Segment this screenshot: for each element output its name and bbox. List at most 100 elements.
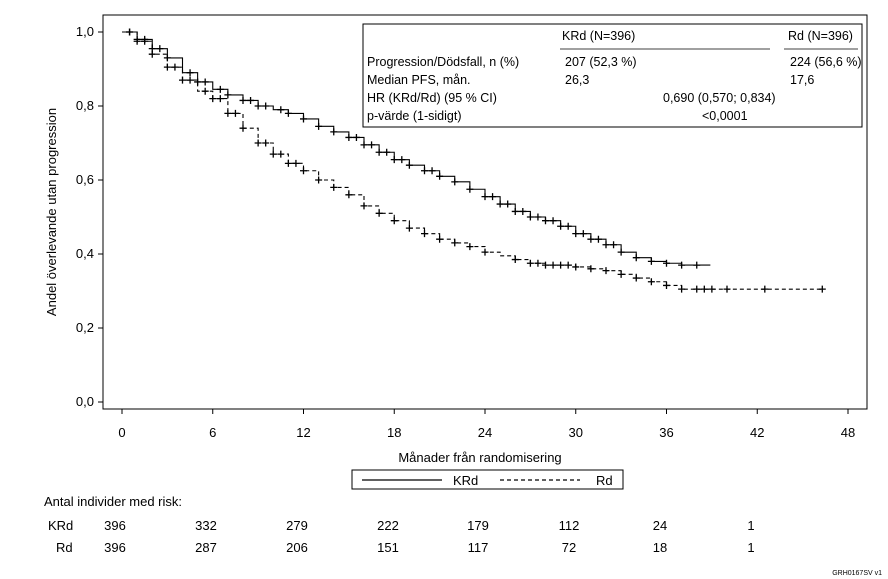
censor-mark-rd	[534, 259, 542, 267]
x-tick-label: 12	[296, 425, 310, 440]
info-row-2-krd: 26,3	[565, 73, 589, 87]
censor-mark-rd	[201, 87, 209, 95]
y-tick-label: 1,0	[76, 24, 94, 39]
censor-mark-krd	[239, 96, 247, 104]
censor-mark-krd	[594, 235, 602, 243]
info-row-3-value: 0,690 (0,570; 0,834)	[663, 91, 776, 105]
censor-mark-krd	[526, 213, 534, 221]
censor-mark-rd	[663, 281, 670, 289]
censor-mark-rd	[209, 95, 217, 103]
censor-mark-rd	[632, 274, 640, 282]
risk-value: 151	[377, 540, 399, 555]
censor-mark-krd	[277, 106, 285, 114]
censor-mark-rd	[678, 285, 686, 293]
risk-value: 1	[747, 540, 755, 555]
censor-mark-rd	[693, 285, 701, 293]
censor-mark-rd	[542, 261, 549, 269]
censor-mark-rd	[421, 230, 428, 238]
censor-mark-rd	[292, 159, 300, 167]
info-row-2-rd: 17,6	[790, 73, 814, 87]
y-axis-label: Andel överlevande utan progression	[44, 108, 59, 316]
risk-value: 179	[467, 518, 489, 533]
risk-value: 72	[561, 540, 577, 555]
censor-mark-krd	[602, 241, 610, 249]
censor-mark-krd	[216, 85, 224, 93]
censor-mark-krd	[254, 102, 262, 110]
censor-mark-krd	[368, 141, 376, 149]
censor-mark-krd	[300, 115, 307, 123]
info-row-1-krd: 207 (52,3 %)	[565, 55, 637, 69]
censor-mark-rd	[126, 28, 134, 36]
info-row-4-label: p-värde (1-sidigt)	[367, 109, 461, 123]
x-axis-label: Månader från randomisering	[398, 450, 561, 465]
censor-mark-rd	[375, 209, 383, 217]
info-row-1-rd: 224 (56,6 %)	[790, 55, 862, 69]
risk-value: 206	[286, 540, 308, 555]
censor-mark-krd	[572, 230, 580, 238]
censor-mark-rd	[360, 202, 368, 210]
censor-mark-krd	[163, 54, 171, 62]
risk-value: 117	[467, 540, 489, 555]
risk-value: 332	[195, 518, 217, 533]
censor-mark-krd	[610, 241, 618, 249]
censor-mark-rd	[224, 109, 232, 117]
info-row-3-label: HR (KRd/Rd) (95 % CI)	[367, 91, 497, 105]
censor-mark-rd	[231, 109, 239, 117]
info-header-rd: Rd (N=396)	[788, 29, 853, 43]
censor-mark-rd	[700, 285, 708, 293]
risk-table-title: Antal individer med risk:	[44, 494, 182, 509]
risk-row-label: Rd	[56, 540, 73, 555]
x-tick-label: 48	[841, 425, 855, 440]
x-tick-label: 18	[387, 425, 401, 440]
risk-value: 222	[377, 518, 399, 533]
risk-value: 24	[652, 518, 668, 533]
censor-mark-krd	[345, 133, 353, 141]
censor-mark-rd	[179, 76, 186, 84]
legend-rd-label: Rd	[596, 473, 613, 488]
censor-mark-rd	[572, 263, 580, 271]
risk-value: 279	[286, 518, 308, 533]
censor-mark-krd	[156, 45, 164, 53]
risk-value: 396	[104, 518, 126, 533]
censor-mark-krd	[511, 207, 519, 215]
x-tick-label: 36	[659, 425, 673, 440]
censor-mark-rd	[549, 261, 557, 269]
censor-mark-rd	[723, 285, 731, 293]
censor-mark-krd	[557, 222, 565, 230]
censor-mark-krd	[587, 235, 595, 243]
censor-mark-krd	[466, 185, 474, 193]
censor-mark-krd	[390, 156, 398, 164]
censor-mark-rd	[141, 37, 149, 45]
censor-mark-krd	[632, 254, 640, 262]
censor-mark-krd	[542, 217, 549, 225]
info-row-4-value: <0,0001	[702, 109, 748, 123]
censor-mark-krd	[617, 248, 625, 256]
censor-mark-krd	[663, 259, 670, 267]
censor-mark-krd	[549, 217, 557, 225]
legend: KRd Rd	[351, 469, 624, 490]
censor-mark-krd	[678, 261, 686, 269]
risk-value: 18	[652, 540, 668, 555]
censor-mark-krd	[481, 193, 489, 201]
censor-mark-krd	[360, 141, 368, 149]
x-tick-label: 30	[569, 425, 583, 440]
censor-mark-rd	[300, 167, 307, 175]
censor-mark-rd	[557, 261, 565, 269]
censor-mark-rd	[602, 267, 610, 275]
series-line-rd	[122, 31, 823, 290]
censor-mark-krd	[247, 96, 255, 104]
risk-row-krd: KRd 396 332 279 222 179 112 24 1	[0, 518, 888, 534]
censor-mark-krd	[383, 148, 391, 156]
figure-code: GRH0167SV v1	[832, 570, 882, 577]
censor-mark-krd	[201, 78, 209, 86]
legend-krd-label: KRd	[453, 473, 478, 488]
censor-mark-rd	[133, 37, 141, 45]
censor-mark-rd	[277, 150, 285, 158]
censor-mark-krd	[352, 133, 360, 141]
y-tick-label: 0,2	[76, 320, 94, 335]
risk-value: 287	[195, 540, 217, 555]
censor-mark-krd	[375, 148, 383, 156]
x-tick-label: 0	[118, 425, 125, 440]
censor-mark-krd	[489, 193, 497, 201]
censor-mark-krd	[496, 200, 504, 208]
